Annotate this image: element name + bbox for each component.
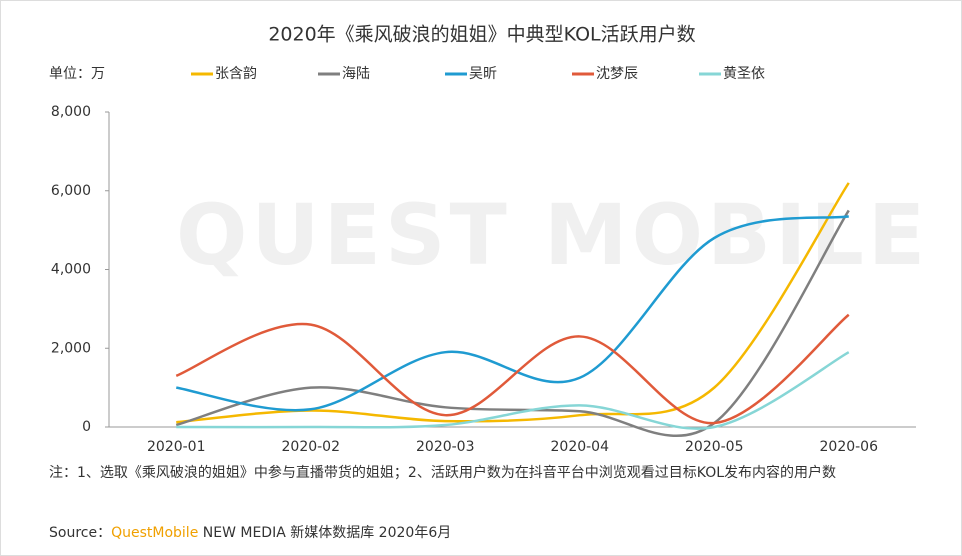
y-tick-label: 4,000 [51,262,91,278]
legend-label: 沈梦辰 [596,66,638,82]
y-tick-label: 6,000 [51,183,91,199]
series-line [175,209,850,437]
series-line [176,351,850,430]
unit-label: 单位：万 [49,66,105,82]
y-tick-label: 0 [82,419,91,435]
source: Source：QuestMobile NEW MEDIA 新媒体数据库 2020… [49,522,451,542]
series-line [176,215,849,412]
source-rest: NEW MEDIA 新媒体数据库 2020年6月 [198,525,452,541]
legend-label: 张含韵 [215,66,257,82]
x-tick-label: 2020-05 [685,439,744,455]
x-tick-label: 2020-02 [282,439,341,455]
x-tick-label: 2020-04 [551,439,610,455]
legend-label: 黄圣依 [723,65,765,82]
source-prefix: Source： [49,525,112,541]
y-tick-label: 2,000 [51,340,91,356]
source-brand: QuestMobile [111,525,199,541]
legend-label: 吴昕 [469,66,497,82]
chart: QUEST MOBILE 2020年《乘风破浪的姐姐》中典型KOL活跃用户数 单… [49,24,925,456]
y-tick-label: 8,000 [51,104,91,120]
x-tick-label: 2020-06 [820,439,879,455]
series-line [175,313,850,425]
x-tick-label: 2020-03 [416,439,475,455]
legend-label: 海陆 [342,66,370,82]
note: 注：1、选取《乘风破浪的姐姐》中参与直播带货的姐姐；2、活跃用户数为在抖音平台中… [49,465,837,481]
x-tick-label: 2020-01 [147,439,206,455]
chart-title: 2020年《乘风破浪的姐姐》中典型KOL活跃用户数 [268,24,695,46]
